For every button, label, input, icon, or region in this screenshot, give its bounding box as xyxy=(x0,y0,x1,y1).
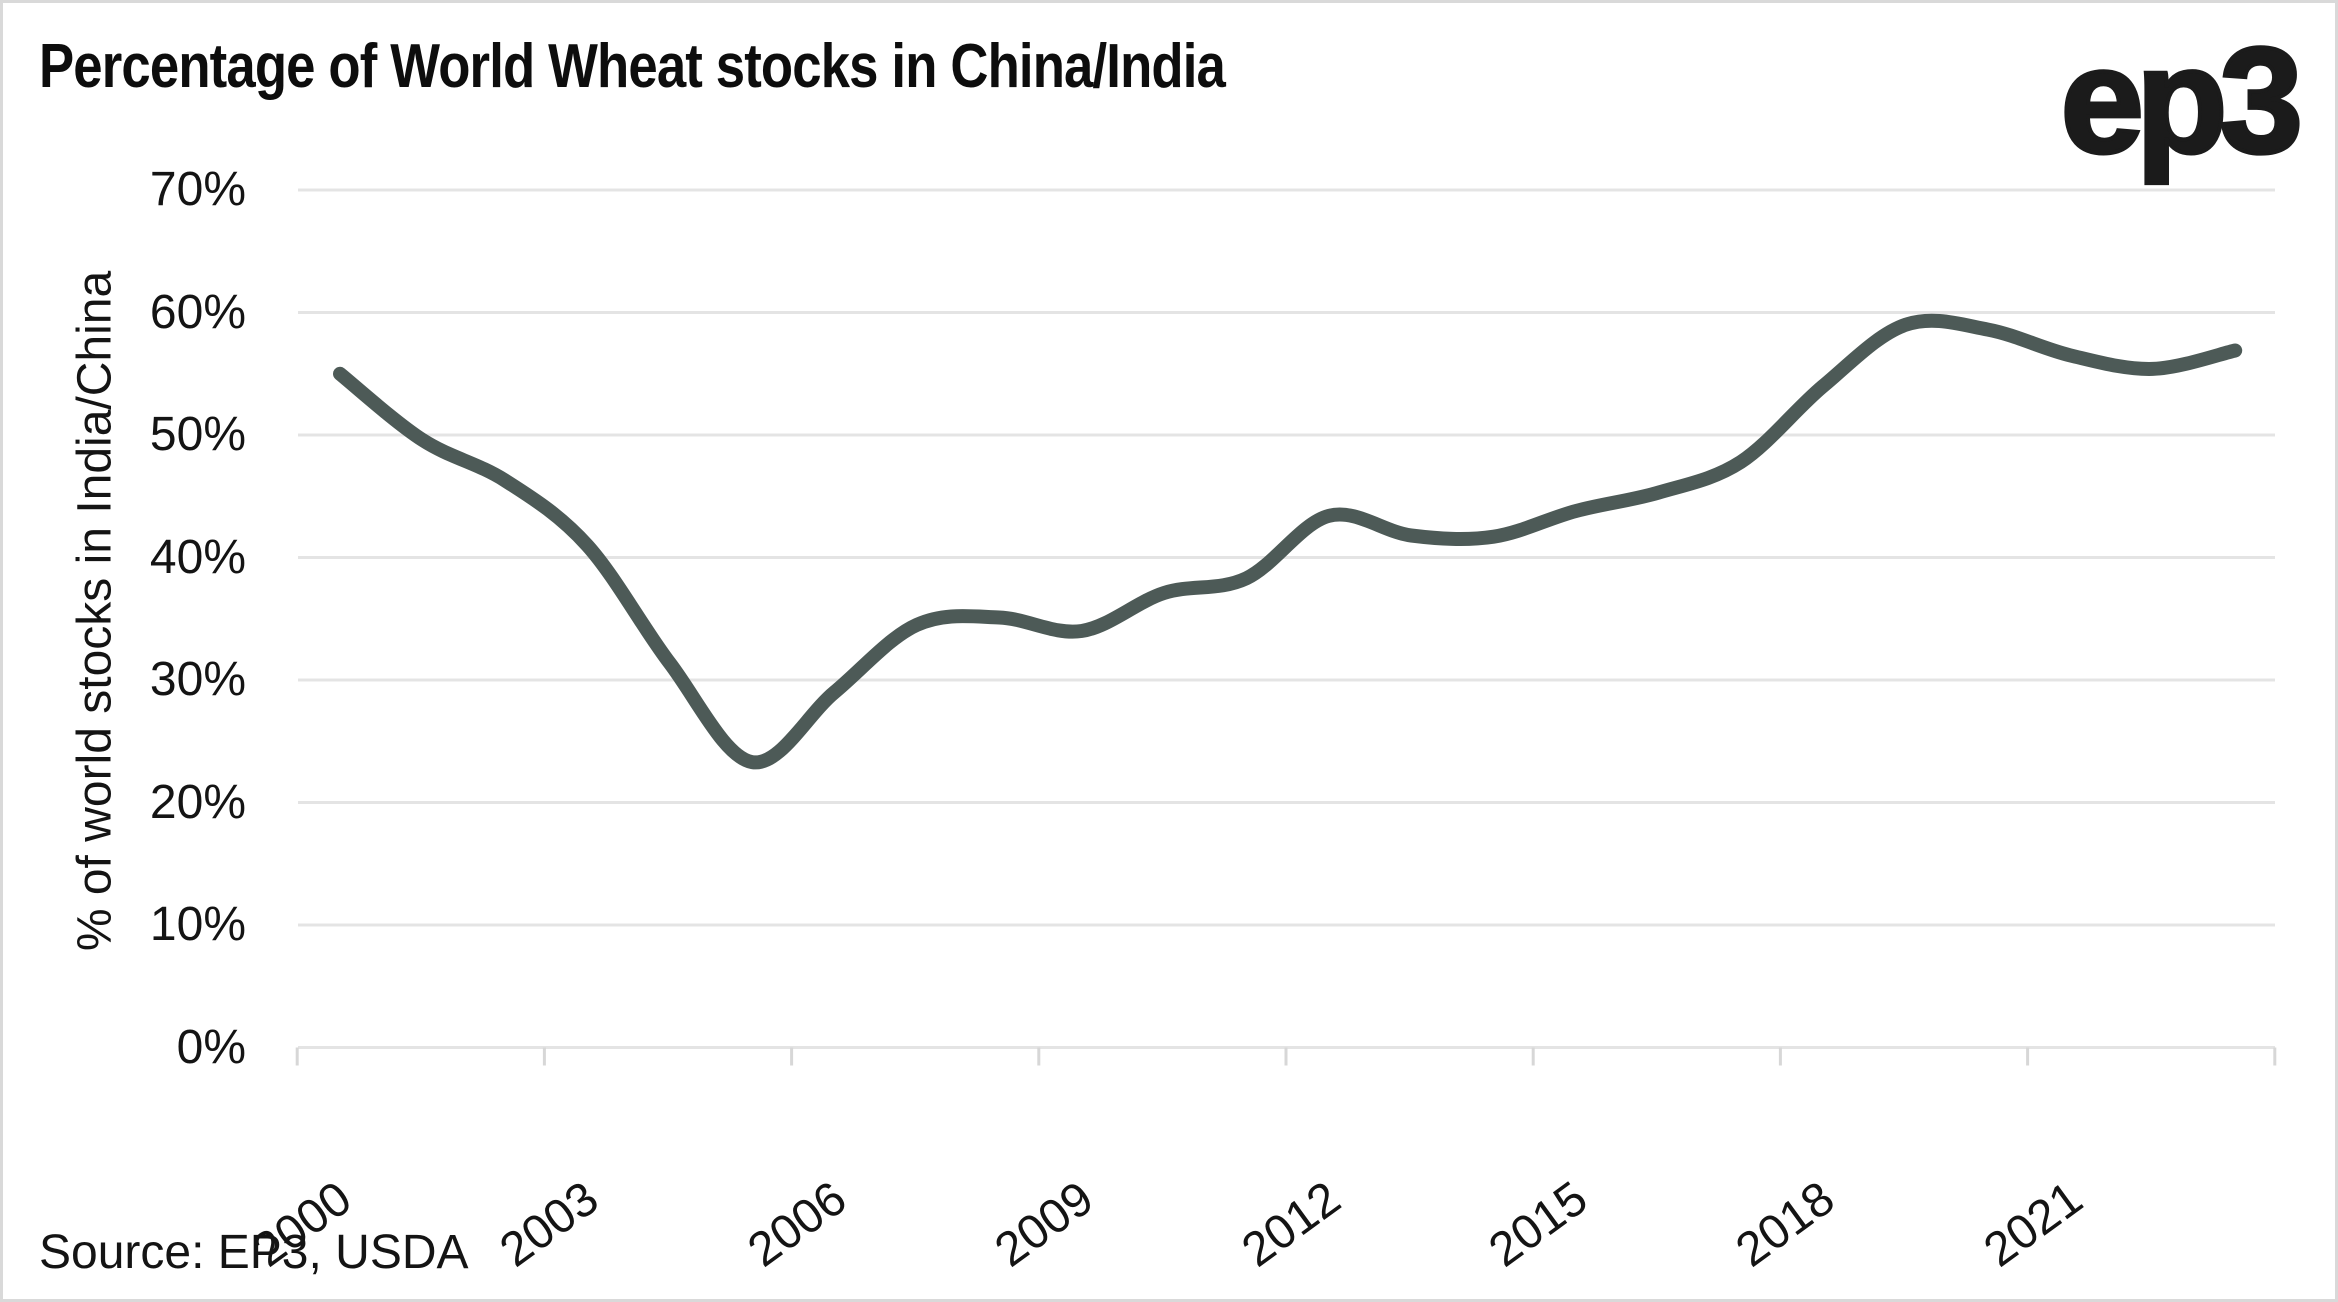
data-line-china-india-share xyxy=(333,313,2243,770)
y-tick-label: 40% xyxy=(149,530,246,584)
y-tick-label: 0% xyxy=(176,1020,246,1074)
chart-title: Percentage of World Wheat stocks in Chin… xyxy=(39,32,1226,101)
y-tick-label: 20% xyxy=(149,775,246,829)
plot-area xyxy=(295,188,2277,1066)
y-tick-label: 30% xyxy=(149,653,246,706)
y-tick-label: 70% xyxy=(149,163,246,216)
ep3-logo: ep3 xyxy=(2059,16,2306,184)
y-tick-label: 10% xyxy=(149,898,246,951)
y-tick-label: 50% xyxy=(149,408,246,461)
y-tick-label: 60% xyxy=(149,285,246,339)
source-note: Source: EP3, USDA xyxy=(39,1226,469,1279)
